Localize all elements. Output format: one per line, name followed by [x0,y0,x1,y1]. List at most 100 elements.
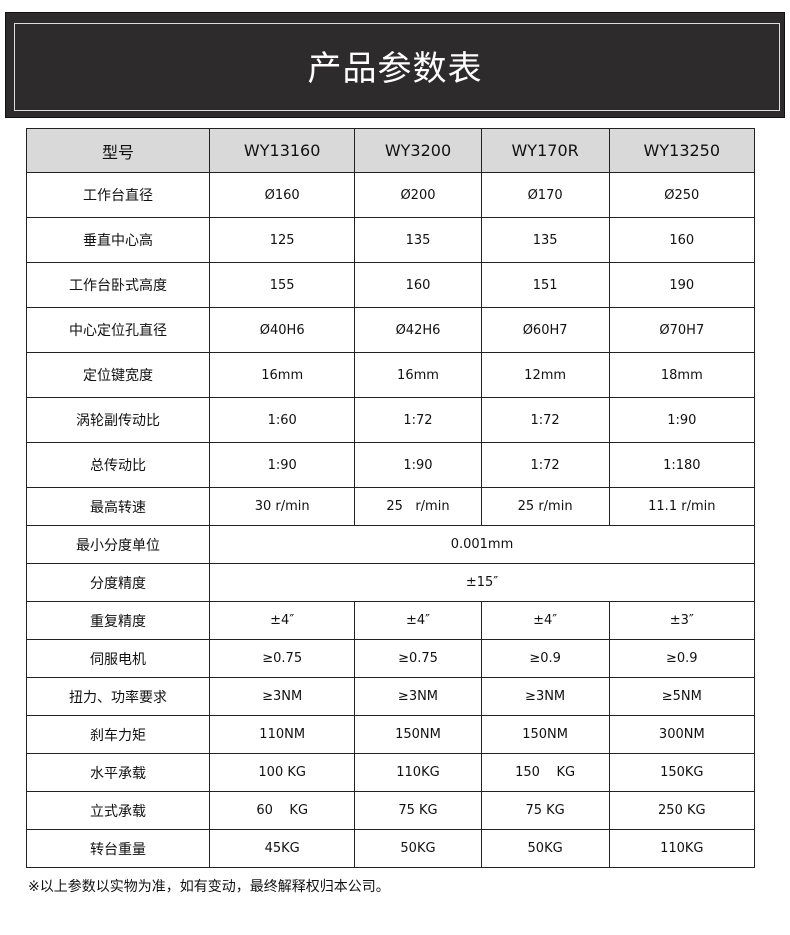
value-cell: 16mm [354,352,482,398]
value-cell: 75 KG [354,791,482,830]
table-row: 伺服电机 ≥0.75 ≥0.75 ≥0.9 ≥0.9 [26,639,756,678]
value-cell: 1:72 [354,397,482,443]
row-label: 工作台直径 [26,172,210,218]
spec-table: 型号 WY13160 WY3200 WY170R WY13250 工作台直径 Ø160 Ø20… [26,128,756,868]
value-cell: 155 [208,262,356,308]
value-cell: 50KG [480,829,610,868]
table-row: 定位键宽度 16mm 16mm 12mm 18mm [26,352,756,398]
row-label: 重复精度 [26,601,210,640]
value-cell: 1:90 [608,397,756,443]
header-row: 型号 WY13160 WY3200 WY170R WY13250 [26,128,756,173]
value-cell: ≥3NM [208,677,356,716]
value-cell: 60 KG [208,791,356,830]
value-cell: 135 [480,217,610,263]
header-cell: WY3200 [354,128,482,173]
value-cell: 125 [208,217,356,263]
value-cell: 150KG [608,753,756,792]
value-cell: Ø42H6 [354,307,482,353]
table-row: 工作台直径 Ø160 Ø200 Ø170 Ø250 [26,172,756,218]
row-label: 中心定位孔直径 [26,307,210,353]
row-label: 涡轮副传动比 [26,397,210,443]
value-cell: 25 r/min [480,487,610,526]
table-row: 分度精度 ±15″ [26,563,755,602]
value-cell: 150 KG [480,753,610,792]
footnote: ※以上参数以实物为准，如有变动，最终解释权归本公司。 [28,879,390,895]
value-cell: Ø250 [608,172,756,218]
value-cell: 1:72 [480,442,610,488]
banner-frame [14,23,780,111]
value-cell: 1:90 [208,442,356,488]
value-cell: 1:72 [480,397,610,443]
value-cell: ≥0.75 [354,639,482,678]
value-cell: ±4″ [354,601,482,640]
value-cell: 190 [608,262,756,308]
row-label: 最小分度单位 [26,525,210,564]
value-cell: 110KG [608,829,756,868]
value-cell: ≥3NM [354,677,482,716]
header-cell: WY170R [480,128,610,173]
value-cell: 300NM [608,715,756,754]
value-cell: 160 [354,262,482,308]
merged-value: ±15″ [209,563,755,602]
table-row: 重复精度 ±4″ ±4″ ±4″ ±3″ [26,601,756,640]
value-cell: 1:180 [608,442,756,488]
value-cell: Ø60H7 [480,307,610,353]
value-cell: ±4″ [480,601,610,640]
value-cell: Ø70H7 [608,307,756,353]
table-row: 扭力、功率要求 ≥3NM ≥3NM ≥3NM ≥5NM [26,677,756,716]
value-cell: ≥5NM [608,677,756,716]
page-title: 产品参数表 [307,49,483,89]
value-cell: 150NM [480,715,610,754]
value-cell: 150NM [354,715,482,754]
row-label: 工作台卧式高度 [26,262,210,308]
value-cell: Ø200 [354,172,482,218]
table-row: 立式承载 60 KG 75 KG 75 KG 250 KG [26,791,756,830]
value-cell: 50KG [354,829,482,868]
value-cell: ±4″ [208,601,356,640]
value-cell: 1:60 [208,397,356,443]
table-row: 水平承载 100 KG 110KG 150 KG 150KG [26,753,756,792]
value-cell: 135 [354,217,482,263]
value-cell: ≥3NM [480,677,610,716]
value-cell: 30 r/min [208,487,356,526]
value-cell: 1:90 [354,442,482,488]
header-cell: WY13160 [208,128,356,173]
row-label: 伺服电机 [26,639,210,678]
table-row: 最高转速 30 r/min 25 r/min 25 r/min 11.1 r/min [26,487,756,526]
row-label: 刹车力矩 [26,715,210,754]
value-cell: 75 KG [480,791,610,830]
value-cell: 110NM [208,715,356,754]
value-cell: 100 KG [208,753,356,792]
value-cell: ±3″ [608,601,756,640]
value-cell: Ø40H6 [208,307,356,353]
row-label: 立式承载 [26,791,210,830]
value-cell: ≥0.9 [480,639,610,678]
value-cell: ≥0.75 [208,639,356,678]
row-label: 最高转速 [26,487,210,526]
value-cell: 16mm [208,352,356,398]
value-cell: 110KG [354,753,482,792]
row-label: 定位键宽度 [26,352,210,398]
header-cell: 型号 [26,128,210,173]
value-cell: Ø170 [480,172,610,218]
table-row: 刹车力矩 110NM 150NM 150NM 300NM [26,715,756,754]
table-row: 工作台卧式高度 155 160 151 190 [26,262,756,308]
table-row: 最小分度单位 0.001mm [26,525,755,564]
row-label: 分度精度 [26,563,210,602]
table-row: 涡轮副传动比 1:60 1:72 1:72 1:90 [26,397,756,443]
value-cell: 18mm [608,352,756,398]
header-cell: WY13250 [608,128,756,173]
value-cell: 250 KG [608,791,756,830]
table-row: 垂直中心高 125 135 135 160 [26,217,756,263]
row-label: 转台重量 [26,829,210,868]
value-cell: 11.1 r/min [608,487,756,526]
title-banner: 产品参数表 [5,12,785,118]
table-row: 中心定位孔直径 Ø40H6 Ø42H6 Ø60H7 Ø70H7 [26,307,756,353]
value-cell: 151 [480,262,610,308]
row-label: 扭力、功率要求 [26,677,210,716]
value-cell: Ø160 [208,172,356,218]
merged-value: 0.001mm [209,525,755,564]
table-row: 转台重量 45KG 50KG 50KG 110KG [26,829,756,868]
value-cell: 25 r/min [354,487,482,526]
value-cell: 160 [608,217,756,263]
